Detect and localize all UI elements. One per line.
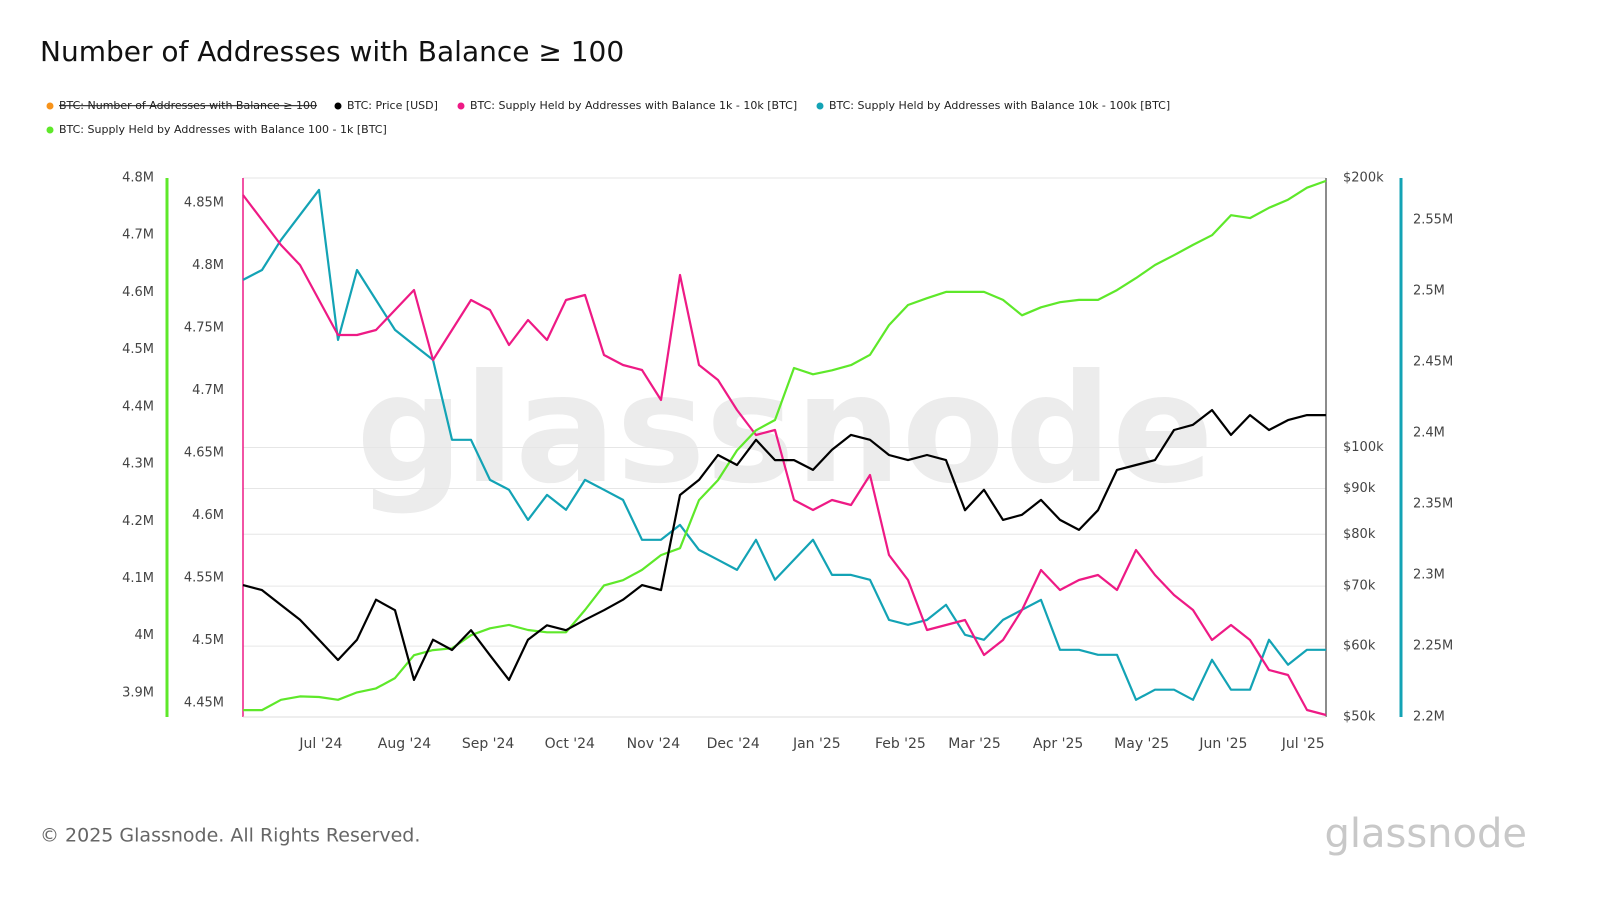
x-tick-label: Jun '25: [1198, 736, 1247, 752]
y-tick-label: 4.2M: [122, 514, 154, 529]
y-tick-label: 2.55M: [1413, 213, 1453, 228]
y-tick-label: $60k: [1343, 639, 1376, 654]
x-tick-label: Feb '25: [875, 736, 926, 752]
x-tick-label: Sep '24: [462, 736, 515, 752]
y-tick-label: 4.85M: [184, 196, 224, 211]
chart-title: Number of Addresses with Balance ≥ 100: [40, 35, 624, 68]
y-tick-label: 4.55M: [184, 571, 224, 586]
y-tick-label: 2.35M: [1413, 497, 1453, 512]
y-tick-label: 4.7M: [122, 228, 154, 243]
series-line: [242, 188, 1326, 701]
legend-label[interactable]: BTC: Price [USD]: [347, 99, 438, 112]
y-tick-label: 4.3M: [122, 457, 154, 472]
series-line: [242, 409, 1326, 682]
legend-marker: [816, 102, 824, 110]
y-tick-label: 4M: [135, 628, 155, 643]
legend-marker: [46, 102, 54, 110]
y-tick-label: 2.5M: [1413, 284, 1445, 299]
x-tick-label: Dec '24: [707, 736, 760, 752]
y-tick-label: 2.3M: [1413, 568, 1445, 583]
x-tick-label: Oct '24: [545, 736, 595, 752]
x-tick-label: Jan '25: [792, 736, 841, 752]
legend-label[interactable]: BTC: Supply Held by Addresses with Balan…: [59, 123, 387, 136]
y-tick-label: $90k: [1343, 481, 1376, 496]
y-tick-label: 3.9M: [122, 685, 154, 700]
x-tick-label: Apr '25: [1033, 736, 1083, 752]
y-tick-label: 4.6M: [122, 285, 154, 300]
y-tick-label: 4.75M: [184, 321, 224, 336]
legend-label[interactable]: BTC: Number of Addresses with Balance ≥ …: [59, 99, 317, 112]
legend-marker: [334, 102, 342, 110]
x-tick-label: May '25: [1114, 736, 1169, 752]
y-tick-label: 2.45M: [1413, 355, 1453, 370]
y-tick-label: $50k: [1343, 710, 1376, 725]
y-tick-label: $200k: [1343, 171, 1384, 186]
x-tick-label: Nov '24: [627, 736, 681, 752]
legend-label[interactable]: BTC: Supply Held by Addresses with Balan…: [829, 99, 1170, 112]
watermark: glassnode: [356, 343, 1214, 517]
legend-marker: [46, 126, 54, 134]
y-tick-label: 2.4M: [1413, 426, 1445, 441]
y-tick-label: 4.65M: [184, 446, 224, 461]
y-tick-label: 2.25M: [1413, 639, 1453, 654]
y-tick-label: $80k: [1343, 527, 1376, 542]
y-tick-label: 4.8M: [122, 171, 154, 186]
x-tick-label: Mar '25: [948, 736, 1001, 752]
series-line: [243, 179, 1327, 712]
legend-marker: [457, 102, 465, 110]
y-tick-label: 4.5M: [192, 633, 224, 648]
y-tick-label: 4.5M: [122, 342, 154, 357]
x-tick-label: Jul '24: [298, 736, 342, 752]
y-tick-label: $70k: [1343, 579, 1376, 594]
logo: glassnode: [1324, 811, 1527, 857]
legend-label[interactable]: BTC: Supply Held by Addresses with Balan…: [470, 99, 797, 112]
x-tick-label: Aug '24: [378, 736, 432, 752]
series-line: [242, 194, 1327, 717]
y-tick-label: 4.45M: [184, 696, 224, 711]
x-tick-label: Jul '25: [1281, 736, 1325, 752]
y-tick-label: 4.4M: [122, 399, 154, 414]
y-tick-label: 4.6M: [192, 508, 224, 523]
y-tick-label: 4.1M: [122, 571, 154, 586]
y-tick-label: 2.2M: [1413, 710, 1445, 725]
y-tick-label: 4.8M: [192, 258, 224, 273]
footer: © 2025 Glassnode. All Rights Reserved.: [40, 825, 420, 847]
y-tick-label: 4.7M: [192, 383, 224, 398]
y-tick-label: $100k: [1343, 440, 1384, 455]
